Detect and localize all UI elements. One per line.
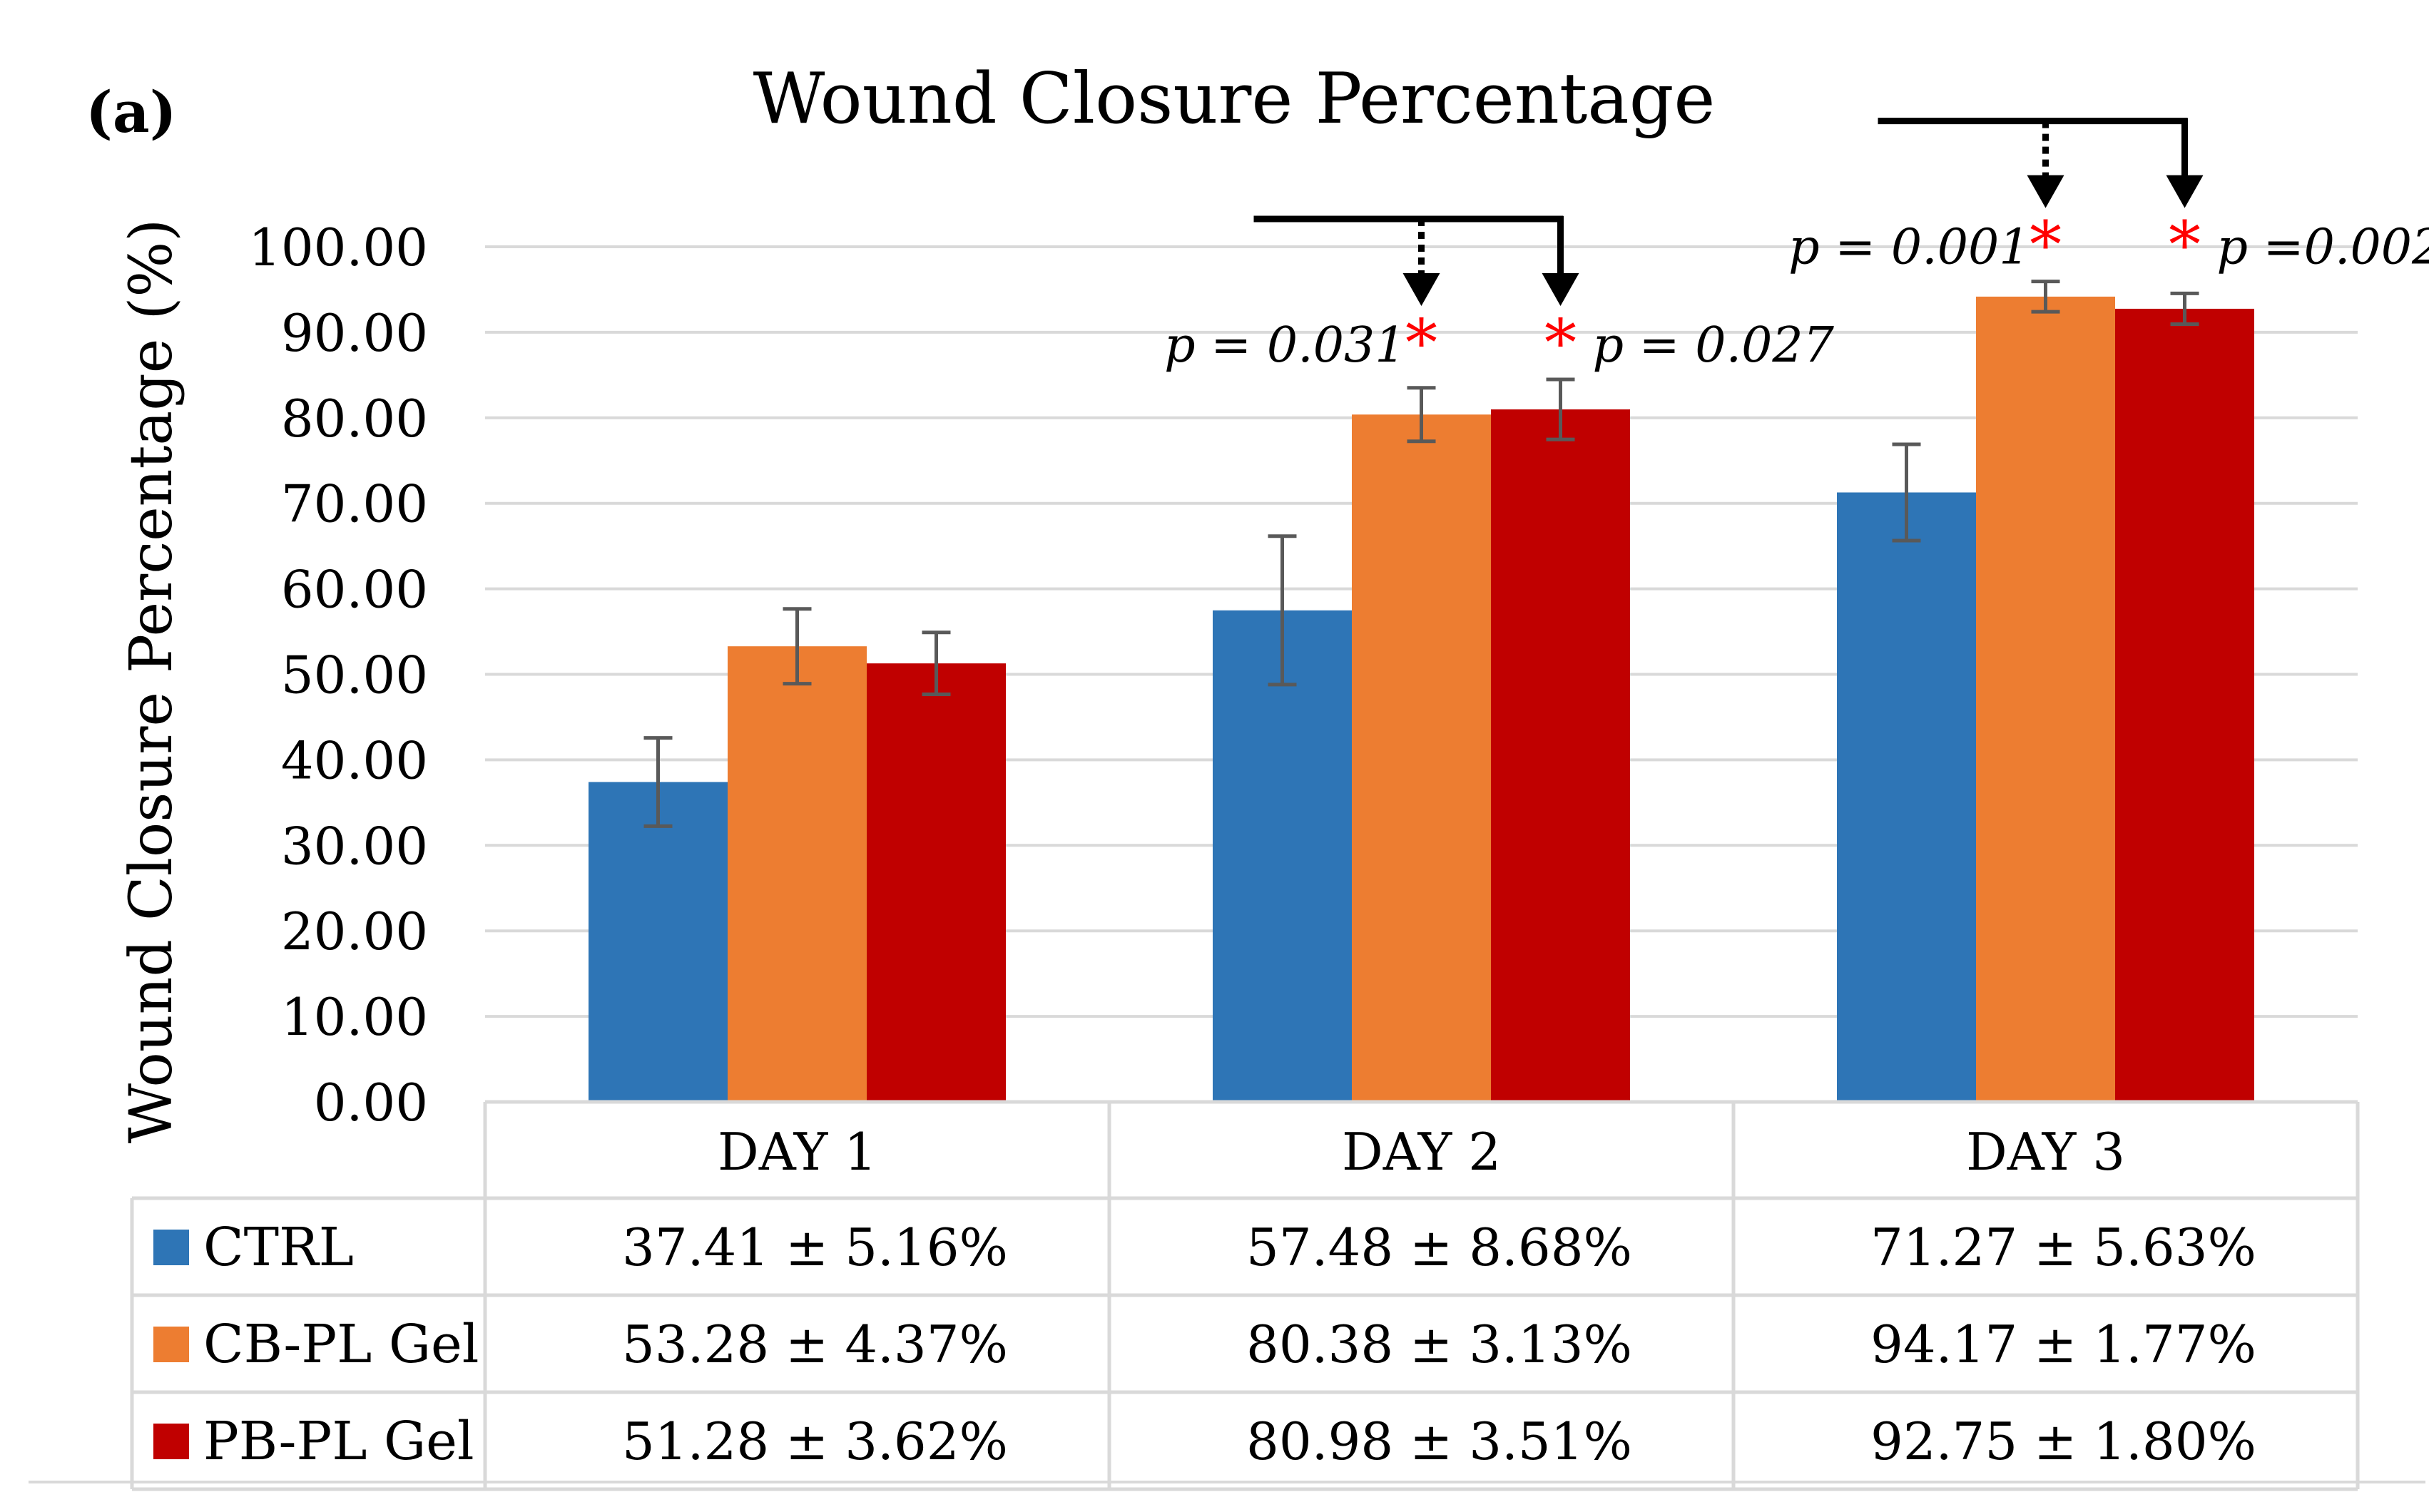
bar [728, 646, 867, 1102]
y-tick-label: 20.00 [281, 901, 428, 961]
significance-star: * [2030, 208, 2062, 283]
significance-star: * [1405, 306, 1437, 381]
chart-title: Wound Closure Percentage [753, 58, 1716, 140]
table-cell-value: 92.75 ± 1.80% [1870, 1411, 2256, 1471]
p-value-label: p =0.002 [2217, 220, 2429, 276]
bar [589, 782, 728, 1102]
significance-star: * [2169, 208, 2201, 283]
bar [1213, 610, 1352, 1102]
legend-entry: CTRL [203, 1217, 354, 1278]
p-value-label: p = 0.031 [1164, 317, 1405, 374]
bar [1491, 409, 1630, 1102]
x-tick-label: DAY 3 [1966, 1122, 2125, 1182]
legend-swatch [153, 1424, 189, 1459]
panel-label: (a) [86, 78, 177, 145]
table-cell-value: 51.28 ± 3.62% [622, 1411, 1008, 1471]
y-tick-label: 60.00 [281, 560, 428, 620]
legend-swatch [153, 1327, 189, 1362]
y-tick-label: 10.00 [281, 987, 428, 1047]
y-axis-label: Wound Closure Percentage (%) [118, 219, 185, 1144]
y-tick-label: 30.00 [281, 816, 428, 876]
table-cell-value: 71.27 ± 5.63% [1870, 1217, 2256, 1277]
table-cell-value: 37.41 ± 5.16% [622, 1217, 1008, 1277]
y-tick-label: 100.00 [248, 218, 428, 277]
legend-entry: CB-PL Gel [203, 1314, 479, 1375]
arrow-head [2166, 175, 2204, 208]
p-value-label: p = 0.027 [1593, 317, 1835, 374]
significance-star: * [1544, 306, 1577, 381]
arrow-head [1542, 272, 1579, 306]
x-tick-label: DAY 2 [1342, 1122, 1501, 1182]
x-tick-label: DAY 1 [718, 1122, 877, 1182]
error-bars [643, 280, 2199, 828]
legend-entry: PB-PL Gel [203, 1411, 474, 1472]
data-table: DAY 1 DAY 2 DAY 3 CTRL 37.41 ± 5.16% 57.48 ± … [29, 1100, 2425, 1491]
table-cell-value: 80.38 ± 3.13% [1246, 1314, 1632, 1374]
bar [2115, 308, 2254, 1102]
y-tick-label: 70.00 [281, 474, 428, 534]
arrow-head [2027, 175, 2064, 208]
annotations: *p = 0.031 * p = 0.027*p = 0.001 * p =0.002 [1164, 118, 2429, 381]
bar [867, 663, 1006, 1102]
table-cell-value: 53.28 ± 4.37% [622, 1314, 1008, 1374]
bar [1976, 296, 2115, 1102]
y-tick-label: 50.00 [281, 645, 428, 705]
y-tick-label: 80.00 [281, 389, 428, 449]
p-value-label: p = 0.001 [1788, 220, 2030, 276]
legend-swatch [153, 1230, 189, 1265]
y-tick-label: 0.00 [314, 1073, 428, 1133]
table-cell-value: 57.48 ± 8.68% [1246, 1217, 1632, 1277]
bars [589, 296, 2254, 1102]
y-tick-label: 90.00 [281, 303, 428, 363]
table-cell-value: 80.98 ± 3.51% [1246, 1411, 1632, 1471]
table-cell-value: 94.17 ± 1.77% [1870, 1314, 2256, 1374]
arrow-head [1402, 272, 1440, 306]
y-tick-label: 40.00 [281, 730, 428, 790]
bar [1837, 492, 1976, 1102]
bar [1352, 414, 1491, 1102]
y-axis: 0.00 10.00 20.00 30.00 40.00 50.00 60.00 70.00 8… [248, 218, 428, 1133]
